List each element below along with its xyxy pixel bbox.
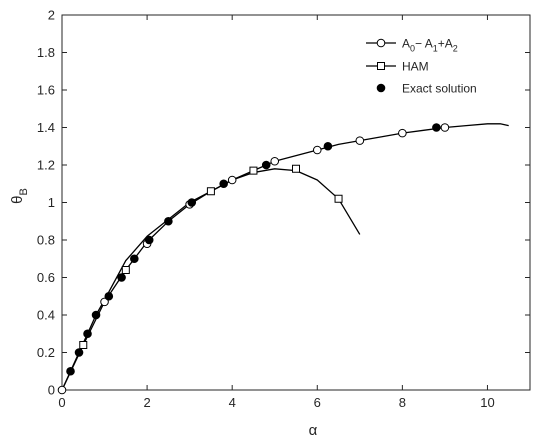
data-point — [164, 216, 173, 226]
data-point — [104, 291, 114, 301]
x-tick-label: 6 — [314, 395, 321, 410]
legend-item: Exact solution — [376, 82, 477, 96]
y-tick-label: 0.2 — [37, 345, 55, 360]
legend: A0− A1+A2 HAM Exact solution — [366, 37, 477, 96]
legend-label-subscript: 1 — [433, 44, 438, 54]
x-tick-label: 10 — [480, 395, 494, 410]
data-point — [219, 179, 228, 189]
plot-frame — [61, 14, 531, 391]
y-tick-label: 0.6 — [37, 270, 55, 285]
data-point — [227, 175, 237, 185]
x-tick-label: 2 — [143, 395, 150, 410]
series-1-markers — [79, 164, 343, 349]
x-axis-label: α — [309, 422, 318, 439]
data-point — [440, 123, 450, 132]
y-axis-label: θB — [9, 188, 30, 204]
legend-label-subscript: 2 — [453, 44, 458, 54]
y-tick-label: 1.2 — [37, 158, 55, 173]
data-point — [355, 136, 365, 145]
y-tick-label: 1.4 — [37, 120, 55, 135]
x-tick-label: 0 — [58, 395, 65, 410]
data-point — [398, 128, 407, 138]
series-2-markers — [66, 123, 441, 376]
y-axis: 0 0.2 0.4 0.6 0.8 1 1.2 1.4 1.6 1.8 2 — [37, 8, 530, 398]
y-axis-label-main: θ — [9, 196, 26, 204]
y-tick-label: 0 — [48, 383, 55, 398]
series-layer — [57, 123, 509, 395]
data-point — [432, 123, 441, 132]
x-tick-label: 8 — [399, 395, 406, 410]
data-point — [312, 145, 322, 155]
data-point — [66, 366, 75, 376]
data-point — [206, 187, 215, 196]
legend-label: Exact solution — [402, 82, 477, 96]
y-tick-label: 2 — [48, 8, 55, 23]
data-point — [292, 164, 300, 173]
legend-item: HAM — [366, 60, 429, 74]
data-point — [83, 329, 92, 339]
plot-area — [61, 14, 531, 391]
legend-label: HAM — [402, 60, 429, 74]
y-tick-label: 0.8 — [37, 233, 55, 248]
data-point — [91, 310, 101, 320]
legend-label: A0− A1+A2 — [402, 37, 458, 54]
legend-label-subscript: 0 — [410, 44, 415, 54]
data-point — [323, 141, 333, 151]
data-point — [57, 385, 67, 395]
legend-marker — [376, 83, 386, 93]
legend-label-part: − A — [415, 37, 433, 51]
data-point — [334, 194, 343, 203]
data-point — [121, 266, 130, 274]
legend-marker — [377, 62, 385, 70]
y-axis-label-subscript: B — [18, 188, 30, 195]
y-tick-label: 1.6 — [37, 83, 55, 98]
data-point — [270, 156, 280, 166]
y-tick-label: 1 — [48, 195, 55, 210]
legend-item: A0− A1+A2 — [366, 37, 458, 54]
y-tick-label: 1.8 — [37, 45, 55, 60]
x-axis: 0 2 4 6 8 10 — [58, 15, 495, 410]
data-point — [144, 235, 154, 245]
legend-marker — [376, 38, 386, 48]
data-point — [100, 297, 109, 307]
legend-label-part: +A — [438, 37, 453, 51]
data-point — [130, 254, 139, 264]
data-point — [261, 160, 271, 170]
legend-label-part: A — [402, 37, 410, 51]
y-tick-label: 0.4 — [37, 308, 55, 323]
data-point — [74, 348, 84, 357]
data-point — [249, 166, 258, 175]
data-point — [187, 198, 197, 207]
data-point — [117, 273, 126, 282]
x-tick-label: 4 — [229, 395, 236, 410]
data-point — [79, 341, 88, 349]
